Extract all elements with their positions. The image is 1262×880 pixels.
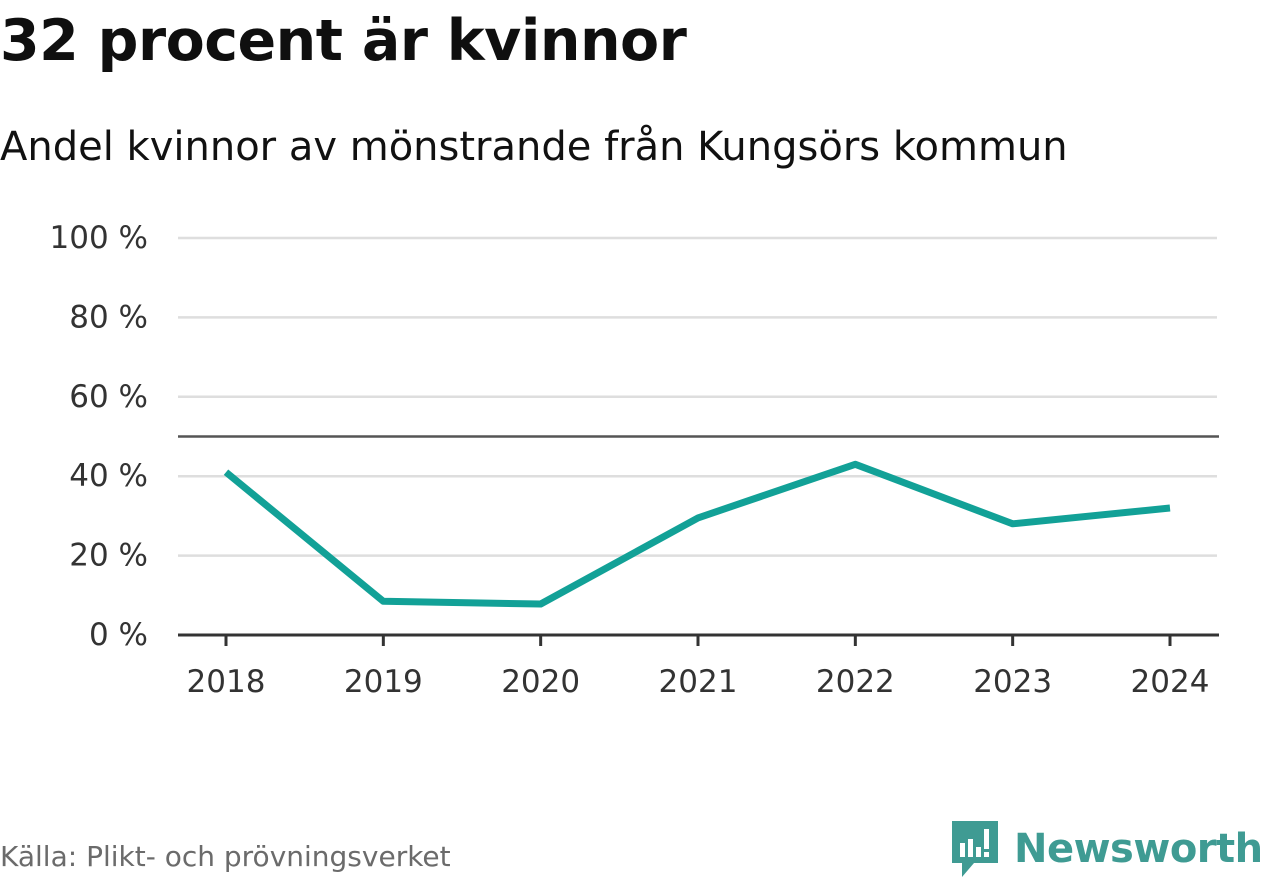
brand-name: Newsworthy: [1014, 826, 1262, 872]
source-note: Källa: Plikt- och prövningsverket: [0, 840, 451, 873]
y-tick-label-80: 80 %: [69, 299, 148, 335]
chart-subtitle: Andel kvinnor av mönstrande från Kungsör…: [0, 124, 1068, 170]
x-tick-label-2020: 2020: [501, 664, 580, 700]
x-tick-label-2018: 2018: [187, 664, 266, 700]
x-tick-label-2019: 2019: [344, 664, 423, 700]
series-line-andel-kvinnor: [223, 460, 1171, 608]
x-tick-label-2022: 2022: [816, 664, 895, 700]
x-tick-label-2023: 2023: [973, 664, 1052, 700]
x-ticks: [224, 635, 1172, 646]
y-tick-labels: 0 % 20 % 40 % 60 % 80 % 100 %: [50, 220, 148, 653]
y-tick-label-60: 60 %: [69, 379, 148, 415]
x-tick-label-2024: 2024: [1131, 664, 1210, 700]
x-tick-labels: 2018 2019 2020 2021 2022 2023 2024: [187, 664, 1210, 700]
x-tick-label-2021: 2021: [659, 664, 738, 700]
y-tick-label-40: 40 %: [69, 458, 148, 494]
y-tick-label-20: 20 %: [69, 538, 148, 574]
newsworthy-logo-icon: [952, 821, 998, 877]
line-chart: 0 % 20 % 40 % 60 % 80 % 100 % 2018 2019 2020 202…: [50, 220, 1219, 700]
y-tick-label-100: 100 %: [50, 220, 148, 256]
grid-lines: [178, 236, 1217, 557]
chart-title: 32 procent är kvinnor: [0, 8, 687, 74]
brand-logo: Newsworthy: [950, 818, 1262, 880]
y-tick-label-0: 0 %: [89, 617, 148, 653]
